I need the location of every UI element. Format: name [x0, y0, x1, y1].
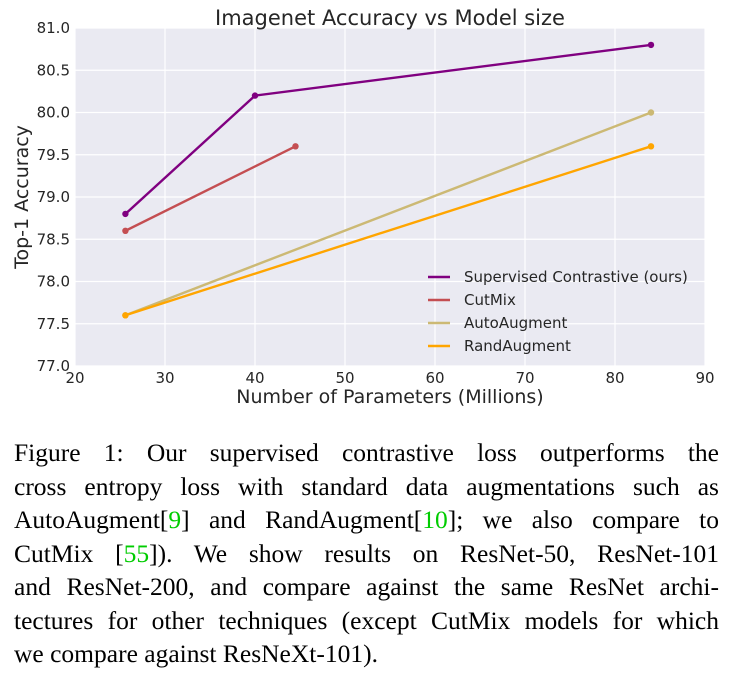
series-supervised-contrastive-ours — [122, 41, 655, 218]
series-line — [124, 111, 652, 317]
x-tick-label: 30 — [155, 369, 174, 387]
caption-text: AutoAugment[ — [14, 505, 169, 534]
y-tick-label: 80.0 — [37, 104, 70, 122]
data-point — [647, 109, 655, 116]
caption-text: we compare against ResNeXt-101). — [14, 639, 378, 668]
x-axis-label: Number of Parameters (Millions) — [236, 386, 543, 408]
y-tick-label: 80.5 — [37, 61, 70, 79]
caption-text: ]; we also compare to — [447, 505, 719, 534]
data-point — [122, 210, 129, 218]
y-tick-labels: 77.0 77.5 78.0 78.5 79.0 79.5 80.0 80.5 81.0 — [37, 19, 70, 375]
caption-text: CutMix [ — [14, 538, 124, 568]
chart-title: Imagenet Accuracy vs Model size — [215, 6, 565, 30]
series-randaugment — [122, 143, 655, 319]
caption-text: ] and RandAugment[ — [181, 505, 423, 534]
legend-entry: AutoAugment — [464, 314, 567, 332]
legend: Supervised Contrastive (ours) CutMix AutoA… — [428, 268, 688, 355]
y-axis-label: Top-1 Accuracy — [11, 125, 33, 270]
x-tick-label: 40 — [245, 369, 264, 387]
citation-link[interactable]: 55 — [123, 538, 150, 568]
series-layer — [122, 41, 655, 319]
caption-line: CutMix [55]). We show results on ResNet-… — [14, 537, 719, 571]
caption-line: and ResNet-200, and compare against the … — [14, 570, 719, 604]
caption-text: and ResNet-200, and compare against the … — [14, 572, 719, 601]
data-point — [122, 312, 129, 319]
caption-line: tectures for other techniques (except Cu… — [14, 604, 719, 638]
caption-line: Figure 1: Our supervised contrastive los… — [14, 436, 719, 470]
x-tick-label: 20 — [65, 369, 84, 387]
caption-text: tectures for other techniques (except Cu… — [14, 605, 719, 635]
data-point — [647, 41, 655, 49]
accuracy-chart: 20 30 40 50 60 70 80 90 77.0 77.5 78.0 78.5 79.0 79.… — [11, 6, 715, 408]
data-point — [122, 227, 129, 234]
citation-link[interactable]: 10 — [422, 505, 448, 534]
data-point — [251, 92, 259, 99]
caption-line: AutoAugment[9] and RandAugment[10]; we a… — [14, 503, 719, 537]
caption-line: we compare against ResNeXt-101). — [14, 637, 719, 671]
x-tick-label: 80 — [605, 369, 624, 387]
y-tick-label: 79.5 — [37, 146, 70, 164]
x-tick-label: 60 — [425, 369, 444, 387]
legend-entry: RandAugment — [464, 337, 571, 355]
y-tick-label: 81.0 — [37, 19, 70, 37]
series-line — [125, 145, 652, 317]
series-cutmix — [122, 143, 299, 234]
caption-text: Figure 1: Our supervised contrastive los… — [14, 438, 719, 467]
caption-line: cross entropy loss with standard data au… — [14, 470, 719, 504]
y-tick-label: 78.5 — [37, 230, 70, 248]
y-tick-label: 78.0 — [37, 273, 70, 291]
caption-text: ]). We show results on ResNet-50, ResNet… — [149, 538, 719, 568]
y-tick-label: 79.0 — [37, 188, 70, 206]
x-tick-labels: 20 30 40 50 60 70 80 90 — [65, 369, 714, 387]
x-tick-label: 90 — [695, 369, 714, 387]
caption-text: cross entropy loss with standard data au… — [14, 471, 719, 501]
data-point — [647, 143, 655, 150]
figure-caption: Figure 1: Our supervised contrastive los… — [14, 436, 719, 671]
data-point — [292, 143, 299, 150]
legend-entry: CutMix — [464, 291, 516, 309]
x-tick-label: 50 — [335, 369, 354, 387]
grid-lines — [74, 27, 706, 367]
y-tick-label: 77.0 — [37, 357, 70, 375]
citation-link[interactable]: 9 — [168, 505, 182, 534]
legend-entry: Supervised Contrastive (ours) — [464, 268, 688, 286]
y-tick-label: 77.5 — [37, 315, 70, 333]
x-tick-label: 70 — [515, 369, 534, 387]
series-line — [124, 145, 297, 232]
